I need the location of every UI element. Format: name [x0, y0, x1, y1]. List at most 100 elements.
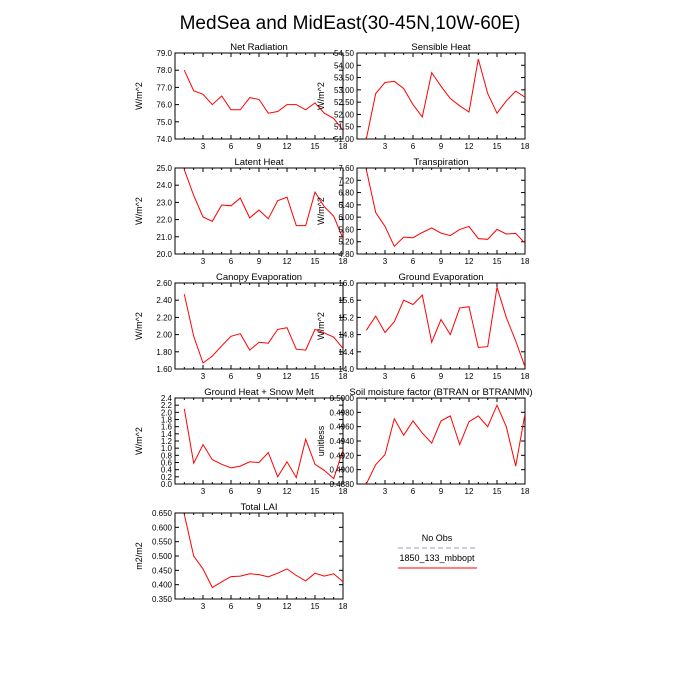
x-tick-label: 12	[465, 372, 474, 381]
y-tick-label: 0.0	[161, 480, 173, 489]
series-line-sensible-heat	[365, 58, 525, 139]
x-tick-label: 15	[493, 142, 502, 151]
legend-label-model: 1850_133_mbbopt	[399, 553, 475, 563]
y-axis-label: W/m^2	[316, 82, 326, 110]
x-tick-label: 3	[383, 487, 388, 496]
panel-title: Net Radiation	[230, 42, 288, 53]
y-tick-label: 52.50	[334, 98, 355, 107]
y-tick-label: 20.0	[156, 250, 172, 259]
y-tick-label: 2.2	[161, 401, 173, 410]
x-tick-label: 9	[257, 372, 262, 381]
y-tick-label: 7.20	[338, 176, 354, 185]
x-tick-label: 18	[339, 487, 348, 496]
x-tick-label: 9	[257, 142, 262, 151]
y-tick-label: 15.6	[338, 296, 354, 305]
y-axis-label: W/m^2	[134, 82, 144, 110]
y-tick-label: 54.50	[334, 49, 355, 58]
x-tick-label: 9	[439, 257, 444, 266]
x-tick-label: 3	[383, 257, 388, 266]
y-tick-label: 0.4920	[330, 451, 355, 460]
x-tick-label: 9	[257, 487, 262, 496]
y-tick-label: 2.4	[161, 394, 173, 403]
x-tick-label: 9	[257, 257, 262, 266]
y-tick-label: 0.350	[152, 595, 173, 604]
x-tick-label: 9	[439, 142, 444, 151]
y-tick-label: 53.50	[334, 74, 355, 83]
series-line-latent-heat	[183, 169, 343, 239]
x-tick-label: 15	[311, 257, 320, 266]
legend: No Obs 1850_133_mbbopt	[398, 533, 477, 569]
y-tick-label: 2.60	[156, 279, 172, 288]
y-tick-label: 79.0	[156, 49, 172, 58]
y-axis-label: W/m^2	[134, 427, 144, 455]
y-tick-label: 7.60	[338, 164, 354, 173]
x-tick-label: 3	[383, 372, 388, 381]
x-tick-label: 6	[229, 487, 234, 496]
x-tick-label: 3	[201, 142, 206, 151]
y-tick-label: 0.4940	[330, 437, 355, 446]
series-line-total-lai	[183, 514, 343, 589]
y-tick-label: 0.6	[161, 459, 173, 468]
panel-latent-heat: Latent Heat W/m^2 3 6 9 12 15 18 20.0 21.0 22.0 23.…	[134, 157, 348, 266]
y-axis-label: unitless	[316, 425, 326, 456]
y-tick-label: 1.80	[156, 348, 172, 357]
y-tick-label: 0.4960	[330, 423, 355, 432]
y-axis-label: W/m^2	[134, 312, 144, 340]
y-tick-label: 0.4900	[330, 466, 355, 475]
panel-title: Ground Heat + Snow Melt	[204, 387, 314, 398]
y-tick-label: 6.80	[338, 189, 354, 198]
x-tick-label: 12	[283, 487, 292, 496]
y-tick-label: 51.50	[334, 123, 355, 132]
x-tick-label: 3	[201, 372, 206, 381]
y-tick-label: 16.0	[338, 279, 354, 288]
y-tick-label: 15.2	[338, 313, 354, 322]
y-tick-label: 0.4880	[330, 480, 355, 489]
panel-total-lai: Total LAI m2/m2 3 6 9 12 15 18 0.350 0.400 0.450 0.…	[134, 502, 348, 611]
x-tick-label: 18	[521, 372, 530, 381]
y-tick-label: 14.4	[338, 348, 354, 357]
y-tick-label: 2.00	[156, 331, 172, 340]
legend-label-no-obs: No Obs	[422, 533, 453, 543]
x-tick-label: 18	[339, 602, 348, 611]
x-tick-label: 6	[229, 142, 234, 151]
y-tick-label: 14.8	[338, 331, 354, 340]
y-tick-label: 2.20	[156, 313, 172, 322]
x-tick-label: 15	[311, 487, 320, 496]
y-tick-label: 1.4	[161, 430, 173, 439]
y-tick-label: 1.2	[161, 437, 173, 446]
y-tick-label: 4.80	[338, 250, 354, 259]
x-tick-label: 6	[411, 257, 416, 266]
x-tick-label: 6	[411, 142, 416, 151]
x-tick-label: 6	[411, 372, 416, 381]
panel-title: Ground Evaporation	[398, 272, 483, 283]
y-tick-label: 0.650	[152, 509, 173, 518]
x-tick-label: 18	[339, 257, 348, 266]
y-tick-label: 1.0	[161, 444, 173, 453]
series-line-canopy-evaporation	[183, 294, 343, 364]
y-tick-label: 0.400	[152, 581, 173, 590]
y-tick-label: 0.4	[161, 466, 173, 475]
y-tick-label: 6.00	[338, 213, 354, 222]
x-tick-label: 18	[521, 142, 530, 151]
x-tick-label: 18	[521, 257, 530, 266]
y-tick-label: 24.0	[156, 181, 172, 190]
y-tick-label: 6.40	[338, 201, 354, 210]
y-tick-label: 14.0	[338, 365, 354, 374]
y-tick-label: 22.0	[156, 216, 172, 225]
y-tick-label: 2.0	[161, 408, 173, 417]
x-tick-label: 15	[493, 487, 502, 496]
x-tick-label: 12	[465, 257, 474, 266]
x-tick-label: 6	[229, 372, 234, 381]
panel-soil-moisture-factor-btran-or-btranmn: Soil moisture factor (BTRAN or BTRANMN) u…	[316, 387, 533, 496]
x-tick-label: 9	[257, 602, 262, 611]
panel-title: Sensible Heat	[411, 42, 471, 53]
series-line-soil-moisture-factor-btran-or-btranmn	[365, 403, 525, 484]
y-tick-label: 1.60	[156, 365, 172, 374]
y-tick-label: 0.500	[152, 552, 173, 561]
x-tick-label: 18	[339, 142, 348, 151]
x-tick-label: 9	[439, 487, 444, 496]
series-line-transpiration	[365, 169, 525, 248]
